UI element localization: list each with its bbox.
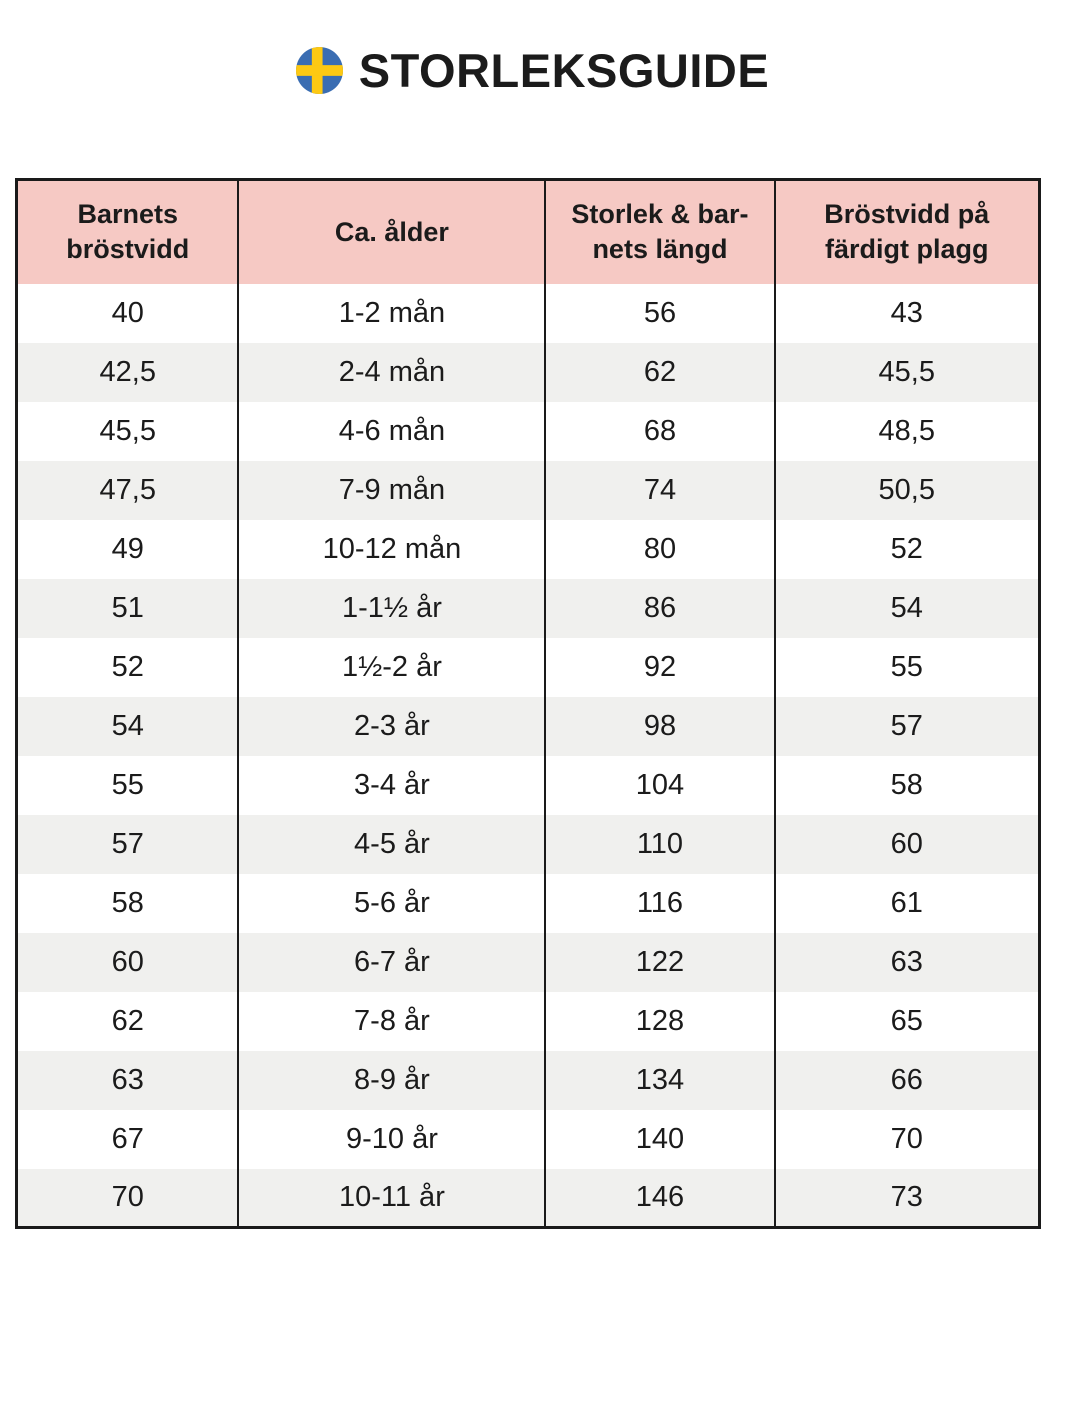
table-row: 63 8-9 år 134 66 xyxy=(16,1050,1040,1110)
table-cell-chest-width: 52 xyxy=(111,650,144,683)
table-cell-size-length: 74 xyxy=(544,460,775,520)
table-cell-size-length: 80 xyxy=(544,519,775,579)
column-header-size-length: Storlek & bar- nets längd xyxy=(544,179,775,284)
table-cell-age: 3-4 år xyxy=(237,755,546,815)
table-row: 45,5 4-6 mån 68 48,5 xyxy=(17,401,1040,461)
table-cell-garment-chest: 50,5 xyxy=(773,460,1040,520)
table-cell-size-length: 86 xyxy=(544,578,775,638)
table-cell-size-length: 122 xyxy=(544,932,775,992)
table-cell-chest-width: 62 xyxy=(111,1004,144,1037)
table-cell-age: 8-9 år xyxy=(237,1050,546,1110)
table-row: 57 4-5 år 110 60 xyxy=(16,814,1040,874)
table-cell-garment-chest: 70 xyxy=(773,1109,1040,1169)
page-header: STORLEKSGUIDE xyxy=(0,0,1065,96)
table-row: 67 9-10 år 140 70 xyxy=(17,1109,1040,1169)
table-cell-size-length: 116 xyxy=(544,873,775,933)
table-row: 58 5-6 år 116 61 xyxy=(17,873,1040,933)
table-cell-size-length: 68 xyxy=(544,401,775,461)
table-cell-garment-chest: 57 xyxy=(773,696,1040,756)
table-row: 49 10-12 mån 80 52 xyxy=(17,519,1040,579)
table-cell-chest-width: 55 xyxy=(111,768,144,801)
table-row: 42,5 2-4 mån 62 45,5 xyxy=(16,342,1040,402)
table-cell-age: 5-6 år xyxy=(237,873,546,933)
table-cell-age: 4-5 år xyxy=(237,814,546,874)
table-cell-size-length: 140 xyxy=(544,1109,775,1169)
size-guide-table: Barnets bröstvidd Ca. ålder Storlek & ba… xyxy=(15,178,1041,1229)
table-cell-chest-width: 58 xyxy=(111,886,144,919)
table-cell-chest-width: 49 xyxy=(111,532,144,565)
table-cell-chest-width: 60 xyxy=(111,945,144,978)
table-cell-garment-chest: 48,5 xyxy=(773,401,1040,461)
table-cell-chest-width: 45,5 xyxy=(99,414,156,447)
table-cell-size-length: 92 xyxy=(544,637,775,697)
table-cell-garment-chest: 58 xyxy=(773,755,1040,815)
table-cell-age: 7-8 år xyxy=(237,991,546,1051)
table-cell-chest-width: 70 xyxy=(111,1180,144,1213)
table-cell-age: 1-1½ år xyxy=(237,578,546,638)
table-header-row: Barnets bröstvidd Ca. ålder Storlek & ba… xyxy=(16,179,1040,284)
size-table-body: 40 1-2 mån 56 43 42,5 2-4 mån 62 45,5 45… xyxy=(16,283,1040,1228)
table-cell-garment-chest: 55 xyxy=(773,637,1040,697)
table-row: 47,5 7-9 mån 74 50,5 xyxy=(16,460,1040,520)
table-cell-age: 2-3 år xyxy=(237,696,546,756)
table-row: 51 1-1½ år 86 54 xyxy=(16,578,1040,638)
table-cell-chest-width: 42,5 xyxy=(99,355,156,388)
page-title: STORLEKSGUIDE xyxy=(358,43,770,97)
table-cell-garment-chest: 45,5 xyxy=(773,342,1040,402)
table-cell-chest-width: 51 xyxy=(111,591,144,624)
table-row: 40 1-2 mån 56 43 xyxy=(17,283,1040,343)
table-cell-size-length: 98 xyxy=(544,696,775,756)
column-header-age: Ca. ålder xyxy=(237,179,546,284)
table-cell-age: 2-4 mån xyxy=(237,342,546,402)
table-cell-garment-chest: 52 xyxy=(773,519,1040,579)
table-cell-size-length: 110 xyxy=(544,814,775,874)
table-cell-garment-chest: 66 xyxy=(773,1050,1040,1110)
table-cell-age: 9-10 år xyxy=(237,1109,546,1169)
table-cell-chest-width: 54 xyxy=(111,709,144,742)
table-cell-age: 6-7 år xyxy=(237,932,546,992)
table-cell-garment-chest: 54 xyxy=(773,578,1040,638)
column-header-garment-chest: Bröstvidd på färdigt plagg xyxy=(773,179,1040,284)
table-cell-garment-chest: 61 xyxy=(773,873,1040,933)
column-header-chest-width: Barnets bröstvidd xyxy=(16,179,239,284)
table-cell-chest-width: 47,5 xyxy=(99,473,156,506)
table-cell-garment-chest: 63 xyxy=(773,932,1040,992)
table-cell-garment-chest: 73 xyxy=(773,1168,1040,1228)
table-cell-chest-width: 57 xyxy=(111,827,144,860)
table-cell-age: 1-2 mån xyxy=(237,283,546,343)
table-row: 54 2-3 år 98 57 xyxy=(16,696,1040,756)
table-cell-size-length: 56 xyxy=(544,283,775,343)
table-row: 55 3-4 år 104 58 xyxy=(17,755,1040,815)
table-cell-size-length: 134 xyxy=(544,1050,775,1110)
table-cell-garment-chest: 43 xyxy=(773,283,1040,343)
table-cell-garment-chest: 65 xyxy=(773,991,1040,1051)
table-row: 52 1½-2 år 92 55 xyxy=(17,637,1040,697)
table-row: 62 7-8 år 128 65 xyxy=(17,991,1040,1051)
table-cell-age: 10-11 år xyxy=(237,1168,546,1228)
table-cell-size-length: 146 xyxy=(544,1168,775,1228)
table-cell-size-length: 128 xyxy=(544,991,775,1051)
table-cell-chest-width: 63 xyxy=(111,1063,144,1096)
table-cell-age: 1½-2 år xyxy=(237,637,546,697)
table-cell-age: 10-12 mån xyxy=(237,519,546,579)
sweden-flag-icon xyxy=(295,46,343,94)
table-cell-age: 4-6 mån xyxy=(237,401,546,461)
table-cell-chest-width: 40 xyxy=(111,296,144,329)
table-cell-garment-chest: 60 xyxy=(773,814,1040,874)
table-cell-chest-width: 67 xyxy=(111,1122,144,1155)
table-cell-size-length: 62 xyxy=(544,342,775,402)
size-guide-table-container: Barnets bröstvidd Ca. ålder Storlek & ba… xyxy=(15,178,1065,1229)
table-row: 60 6-7 år 122 63 xyxy=(16,932,1040,992)
table-cell-age: 7-9 mån xyxy=(237,460,546,520)
table-cell-size-length: 104 xyxy=(544,755,775,815)
table-row: 70 10-11 år 146 73 xyxy=(16,1168,1040,1228)
